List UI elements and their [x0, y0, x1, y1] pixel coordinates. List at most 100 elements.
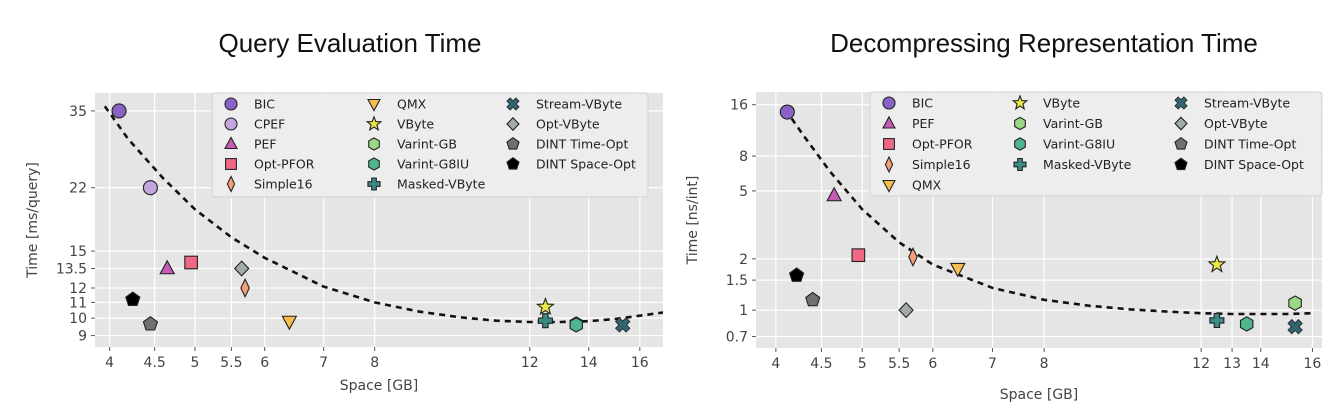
legend-label-varint-gb: Varint-GB	[1043, 116, 1103, 131]
point-pef	[159, 259, 176, 275]
legend-label-dint-time-opt: DINT Time-Opt	[536, 137, 628, 152]
x-tick-label: 12	[521, 355, 539, 371]
y-tick-label: 35	[69, 104, 87, 120]
x-tick-label: 6	[928, 356, 937, 372]
x-tick-label: 5	[190, 355, 199, 371]
x-tick-label: 6	[260, 355, 269, 371]
y-axis-label: Time [ns/int]	[685, 176, 701, 266]
legend-label-varint-g8iu: Varint-G8IU	[1043, 137, 1115, 152]
x-axis-label: Space [GB]	[340, 378, 419, 394]
legend-marker-dint-time-opt	[1174, 137, 1188, 150]
x-tick-label: 8	[370, 355, 379, 371]
point-dint-space-opt	[788, 267, 805, 282]
chart-1: Query Evaluation Time 4 4.5 5 5.5 6 7 8 12 14 16 9 1…	[25, 28, 663, 394]
y-tick-label: 16	[730, 98, 748, 114]
x-tick-label: 12	[1192, 356, 1210, 372]
point-opt-vbyte	[233, 260, 250, 277]
legend-label-pef: PEF	[912, 116, 935, 131]
legend: BIC PEF Opt-PFOR Simple16 QMX VByte Varint-GB V…	[869, 91, 1323, 197]
point-bic	[779, 104, 795, 120]
legend-marker-opt-vbyte	[1174, 116, 1188, 131]
legend-label-masked-vbyte: Masked-VByte	[397, 177, 486, 192]
y-axis-label: Time [ms/query]	[25, 162, 41, 279]
x-tick-label: 5.5	[220, 355, 242, 371]
point-bic	[111, 103, 127, 119]
point-opt-pfor	[184, 255, 198, 270]
x-tick-label: 5	[858, 356, 867, 372]
legend-label-pef: PEF	[254, 137, 277, 152]
point-simple16	[908, 246, 918, 267]
legend-marker-masked-vbyte	[1013, 157, 1027, 172]
legend-marker-varint-gb	[368, 137, 380, 151]
legend-label-varint-gb: Varint-GB	[397, 137, 457, 152]
legend-label-dint-space-opt: DINT Space-Opt	[536, 157, 636, 172]
point-dint-space-opt	[125, 291, 141, 306]
legend-label-simple16: Simple16	[254, 177, 313, 192]
x-tick-label: 13	[1223, 356, 1241, 372]
legend-marker-opt-pfor	[883, 138, 895, 150]
trend-line	[103, 105, 663, 324]
legend-marker-pef	[224, 136, 238, 150]
legend-label-opt-vbyte: Opt-VByte	[1204, 116, 1268, 131]
legend-marker-simple16	[226, 175, 236, 193]
legend-label-masked-vbyte: Masked-VByte	[1043, 157, 1132, 172]
legend-marker-dint-time-opt	[506, 137, 520, 150]
x-tick-label: 7	[319, 355, 328, 371]
legend-marker-stream-vbyte	[1174, 96, 1188, 110]
legend-marker-varint-g8iu	[368, 157, 380, 171]
legend-marker-opt-pfor	[225, 158, 237, 170]
point-stream-vbyte-shape	[1287, 318, 1303, 335]
data-points	[779, 104, 1303, 335]
legend-label-qmx: QMX	[912, 178, 942, 193]
point-dint-time-opt	[142, 316, 159, 331]
x-tick-label: 16	[1304, 356, 1322, 372]
legend-marker-dint-space-opt	[506, 157, 520, 170]
legend-label-simple16: Simple16	[912, 157, 971, 172]
legend-label-opt-pfor: Opt-PFOR	[254, 157, 315, 172]
legend-label-vbyte: VByte	[397, 117, 434, 132]
point-varint-gb	[1288, 295, 1302, 311]
trend-line	[784, 108, 1313, 316]
point-masked-vbyte	[537, 313, 553, 329]
legend-marker-stream-vbyte	[506, 97, 520, 111]
legend-marker-vbyte	[1011, 94, 1029, 111]
legend-marker-vbyte	[365, 115, 383, 132]
chart-title: Query Evaluation Time	[218, 28, 481, 58]
legend-box	[869, 91, 1323, 197]
point-pef	[826, 186, 843, 202]
legend-marker-bic	[224, 97, 238, 111]
legend-box	[211, 92, 649, 198]
legend-label-cpef: CPEF	[254, 117, 285, 132]
point-varint-g8iu	[569, 317, 583, 333]
legend-marker-simple16	[884, 155, 894, 174]
point-dint-time-opt	[805, 291, 821, 307]
legend-marker-cpef	[224, 117, 238, 131]
legend-label-dint-space-opt: DINT Space-Opt	[1204, 157, 1304, 172]
x-tick-label: 16	[631, 355, 649, 371]
legend-marker-bic	[882, 96, 896, 110]
point-masked-vbyte	[1209, 312, 1225, 329]
point-stream-vbyte	[614, 317, 631, 333]
point-qmx	[281, 315, 298, 331]
data-points	[111, 103, 631, 333]
legend-label-bic: BIC	[912, 96, 933, 111]
y-tick-label: 1.5	[726, 273, 748, 289]
legend-marker-varint-gb	[1014, 116, 1026, 131]
y-tick-label: 22	[69, 181, 87, 197]
y-tick-label: 1	[739, 303, 748, 319]
point-stream-vbyte-shape	[614, 317, 631, 333]
legend-label-bic: BIC	[254, 97, 275, 112]
legend-marker-stream-vbyte-shape	[1174, 96, 1188, 110]
chart-2: Decompressing Representation Time 4 4.5 5 5.…	[685, 28, 1323, 403]
legend-label-vbyte: VByte	[1043, 96, 1080, 111]
point-vbyte	[1207, 254, 1227, 273]
point-stream-vbyte	[1287, 318, 1303, 335]
y-tick-label: 10	[69, 311, 87, 327]
x-tick-label: 4	[105, 355, 114, 371]
legend-marker-masked-vbyte	[367, 177, 381, 191]
legend-label-opt-vbyte: Opt-VByte	[536, 117, 600, 132]
legend-label-stream-vbyte: Stream-VByte	[536, 97, 622, 112]
y-tick-label: 0.7	[726, 330, 748, 346]
legend-marker-qmx	[367, 98, 381, 112]
y-tick-label: 11	[69, 295, 87, 311]
